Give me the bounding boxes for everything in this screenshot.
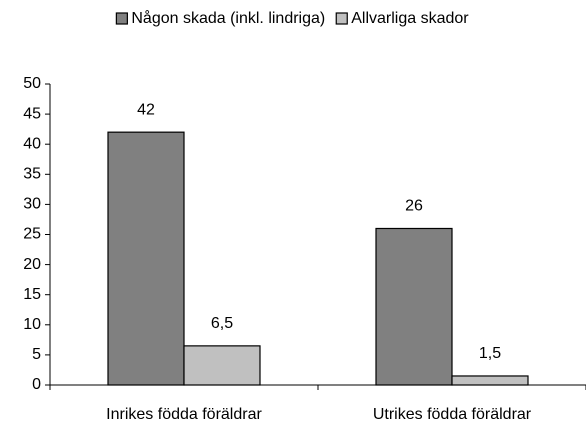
x-tick-label: Utrikes födda föräldrar <box>373 406 532 423</box>
value-label: 26 <box>405 198 423 215</box>
y-tick-label: 15 <box>23 286 41 303</box>
y-tick-label: 45 <box>23 105 41 122</box>
bar <box>183 345 261 386</box>
y-tick-label: 30 <box>23 196 41 213</box>
x-tick-label: Inrikes födda föräldrar <box>106 406 262 423</box>
legend-label: Allvarliga skador <box>351 10 469 27</box>
value-label: 1,5 <box>479 345 501 362</box>
bar <box>107 131 185 386</box>
y-tick-label: 35 <box>23 166 41 183</box>
legend-label: Någon skada (inkl. lindriga) <box>131 9 325 27</box>
legend-swatch <box>115 12 128 25</box>
y-tick-label: 20 <box>23 256 41 273</box>
bar <box>451 375 529 386</box>
y-tick-label: 40 <box>23 135 41 152</box>
legend-swatch <box>335 12 348 25</box>
y-tick-label: 5 <box>32 346 41 363</box>
bar <box>375 227 453 386</box>
y-tick-label: 25 <box>23 226 41 243</box>
value-label: 6,5 <box>211 315 233 332</box>
y-tick-label: 10 <box>23 316 41 333</box>
value-label: 42 <box>137 101 155 118</box>
y-tick-label: 0 <box>32 376 41 393</box>
y-tick-label: 50 <box>23 75 41 92</box>
